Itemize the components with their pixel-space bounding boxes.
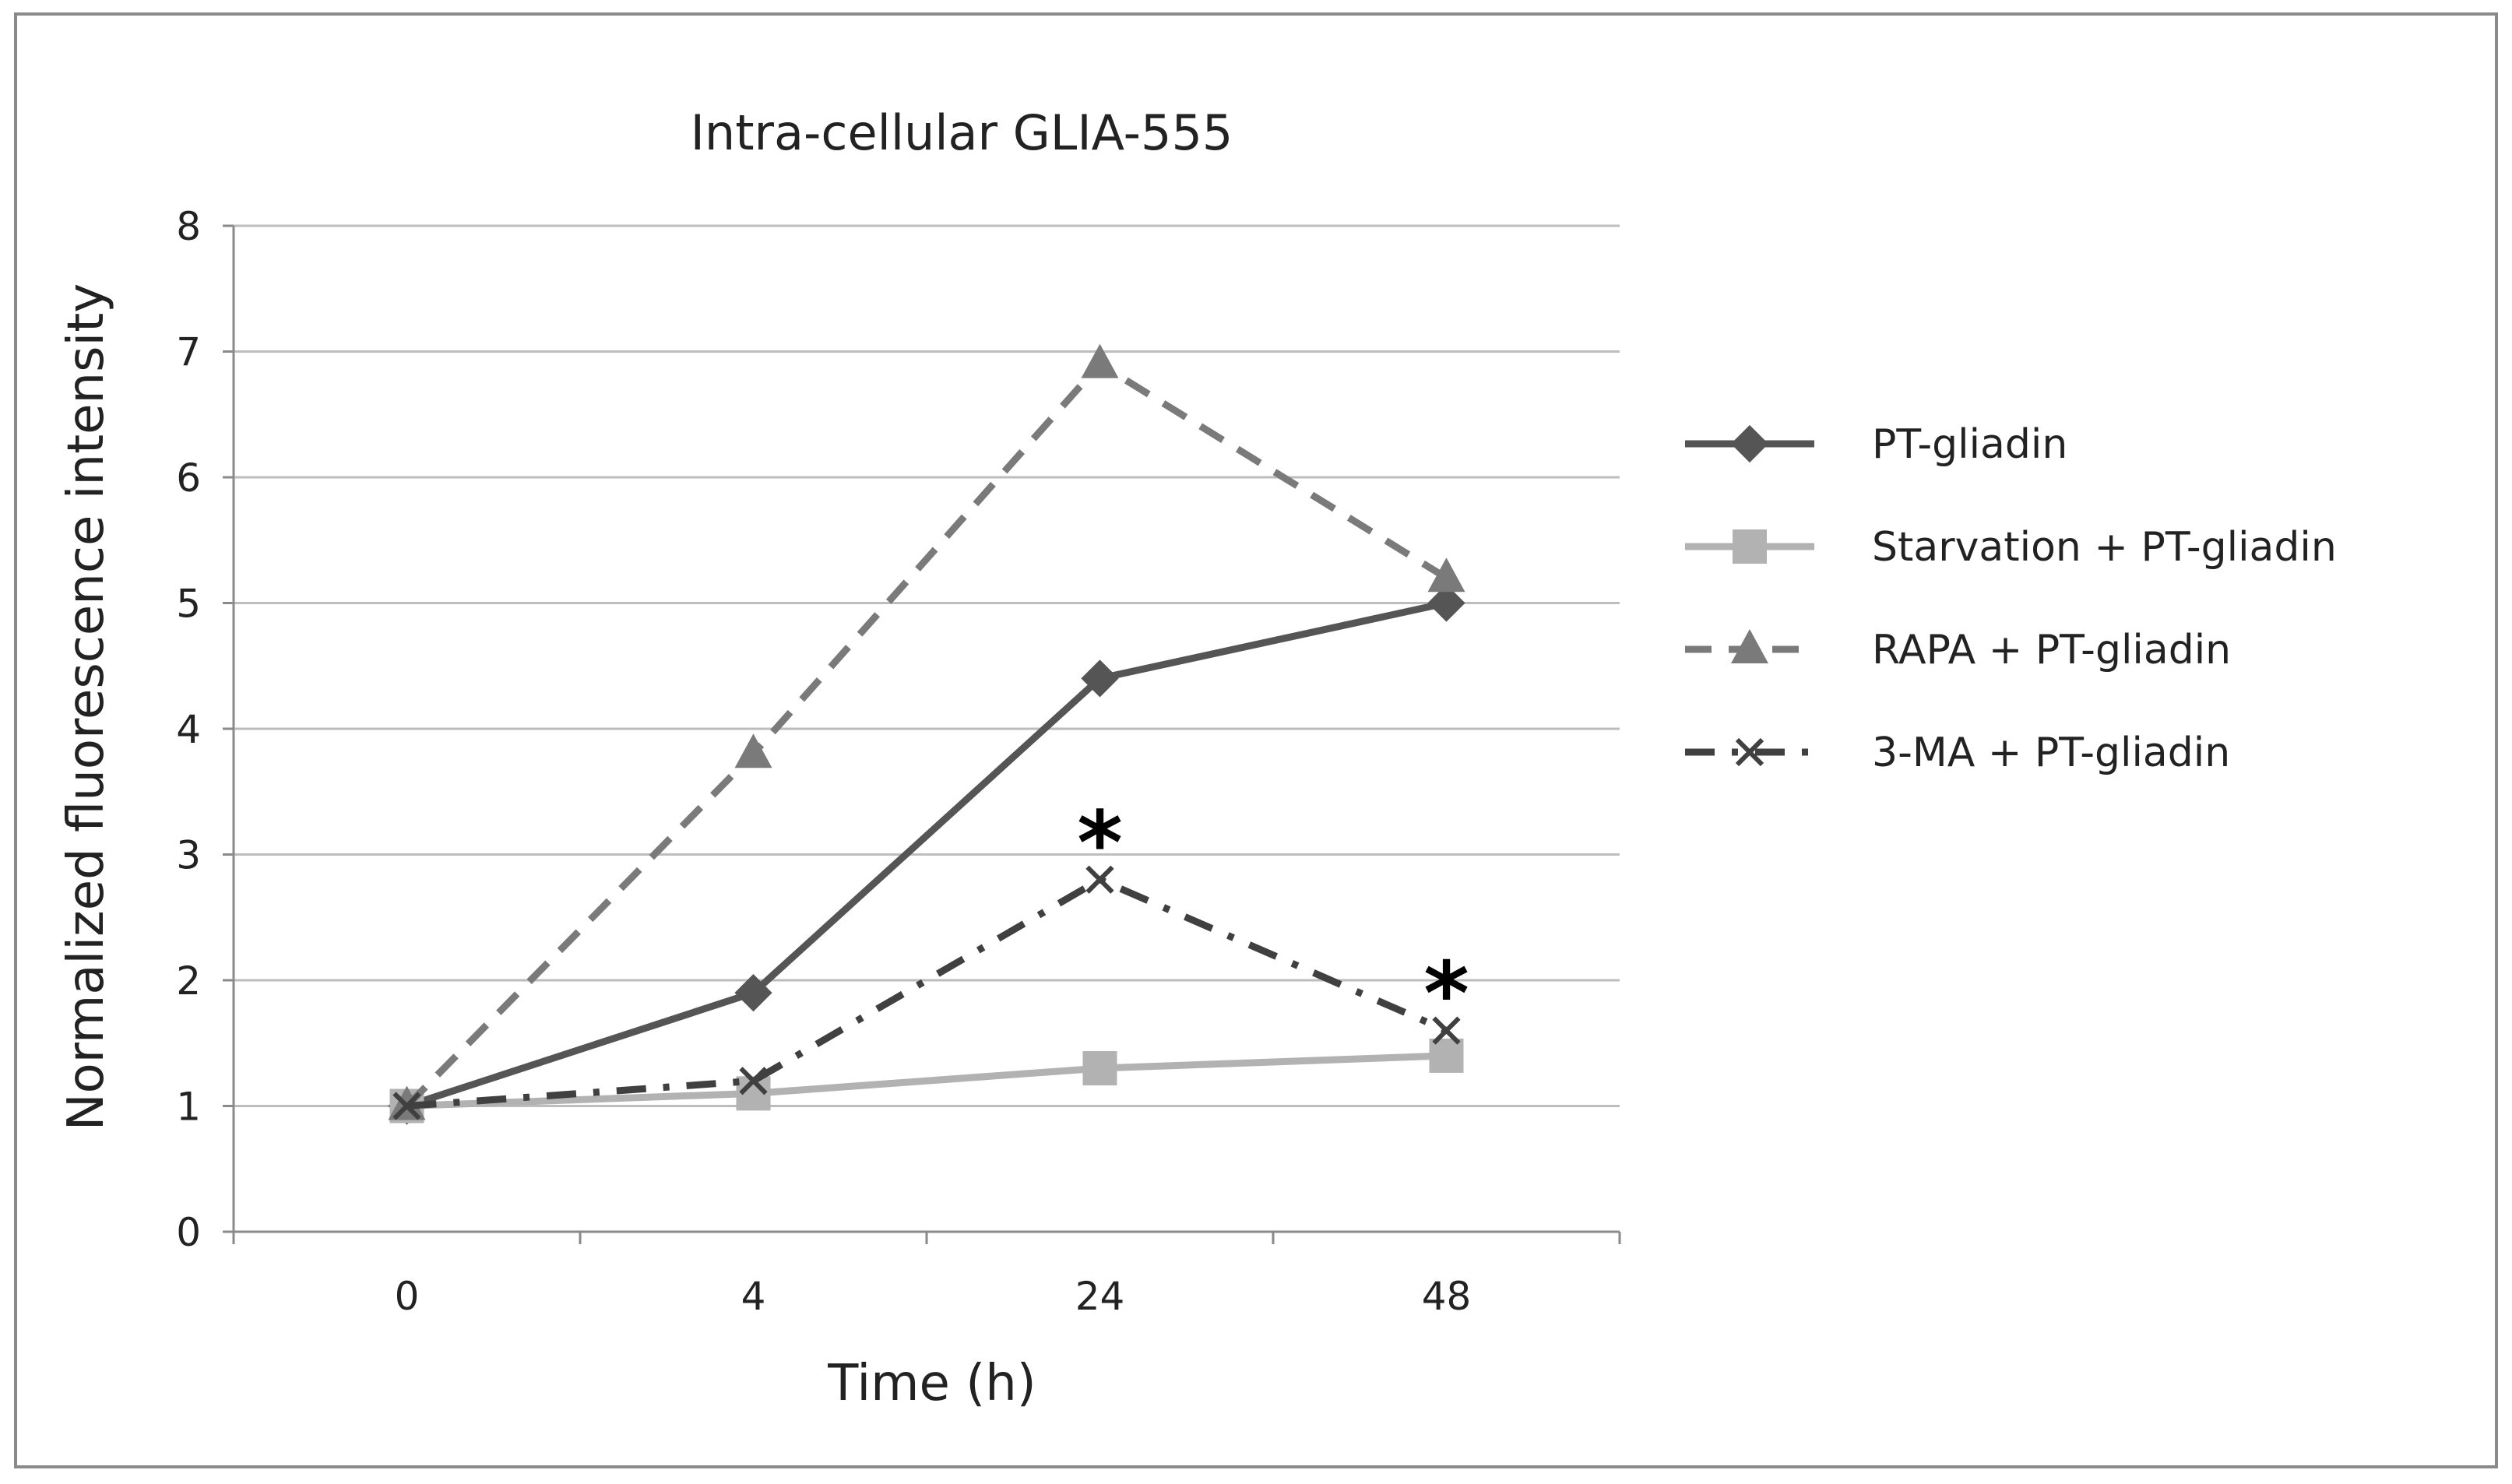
data-point (1082, 1051, 1117, 1086)
legend-item: 3-MA + PT-gliadin (1685, 730, 2230, 776)
legend-label: RAPA + PT-gliadin (1872, 627, 2231, 673)
legend-marker (1733, 529, 1767, 564)
legend-label: 3-MA + PT-gliadin (1872, 730, 2230, 776)
significance-star: * (1423, 944, 1469, 1046)
x-tick-label: 24 (1075, 1274, 1125, 1319)
axes: 0 1 2 3 4 5 6 7 8 0 4 24 48 (176, 204, 1621, 1319)
data-point (739, 1067, 768, 1095)
series-line (406, 876, 1448, 1109)
series-line (404, 360, 1448, 1109)
data-point (1081, 343, 1119, 378)
x-tick-label: 48 (1422, 1274, 1472, 1319)
y-tick-label: 7 (176, 330, 201, 375)
series-plot (388, 343, 1465, 1125)
legend-marker (1730, 424, 1769, 463)
y-tick-label: 2 (176, 958, 201, 1004)
y-tick-label: 3 (176, 833, 201, 878)
legend: PT-gliadin Starvation + PT-gliadin RAPA + … (1685, 421, 2337, 776)
y-tick-label: 4 (176, 707, 201, 752)
data-point (1427, 557, 1465, 593)
series-x (392, 865, 1461, 1120)
data-point (1432, 1016, 1461, 1045)
legend-item: RAPA + PT-gliadin (1685, 627, 2231, 673)
data-point (392, 1092, 421, 1120)
series-line (406, 1052, 1447, 1109)
chart-frame (14, 12, 2498, 1468)
y-tick-label: 0 (176, 1210, 201, 1255)
significance-star: * (1077, 793, 1123, 895)
data-point (1427, 584, 1465, 622)
legend-marker (1731, 629, 1768, 663)
legend-item: Starvation + PT-gliadin (1685, 524, 2337, 571)
y-tick-label: 6 (176, 455, 201, 501)
x-tick-label: 4 (741, 1274, 766, 1319)
y-tick-label: 1 (176, 1085, 201, 1130)
annotations: ** (1077, 793, 1469, 1046)
chart-title: Intra-cellular GLIA-555 (691, 104, 1233, 161)
y-axis-label: Normalized fluorescence intensity (58, 283, 115, 1131)
data-point (1081, 659, 1119, 698)
legend-item: PT-gliadin (1685, 421, 2067, 468)
data-point (1429, 1038, 1464, 1073)
x-tick-label: 0 (395, 1274, 420, 1319)
y-tick-label: 8 (176, 204, 201, 249)
series-line (406, 600, 1448, 1109)
x-axis-label: Time (h) (827, 1355, 1036, 1412)
legend-marker (1735, 737, 1764, 767)
data-point (734, 974, 772, 1012)
series-triangle (388, 343, 1465, 1120)
legend-label: Starvation + PT-gliadin (1872, 524, 2337, 571)
data-point (734, 733, 772, 768)
legend-label: PT-gliadin (1872, 421, 2067, 468)
y-tick-label: 5 (176, 582, 201, 627)
data-point (1085, 865, 1114, 894)
